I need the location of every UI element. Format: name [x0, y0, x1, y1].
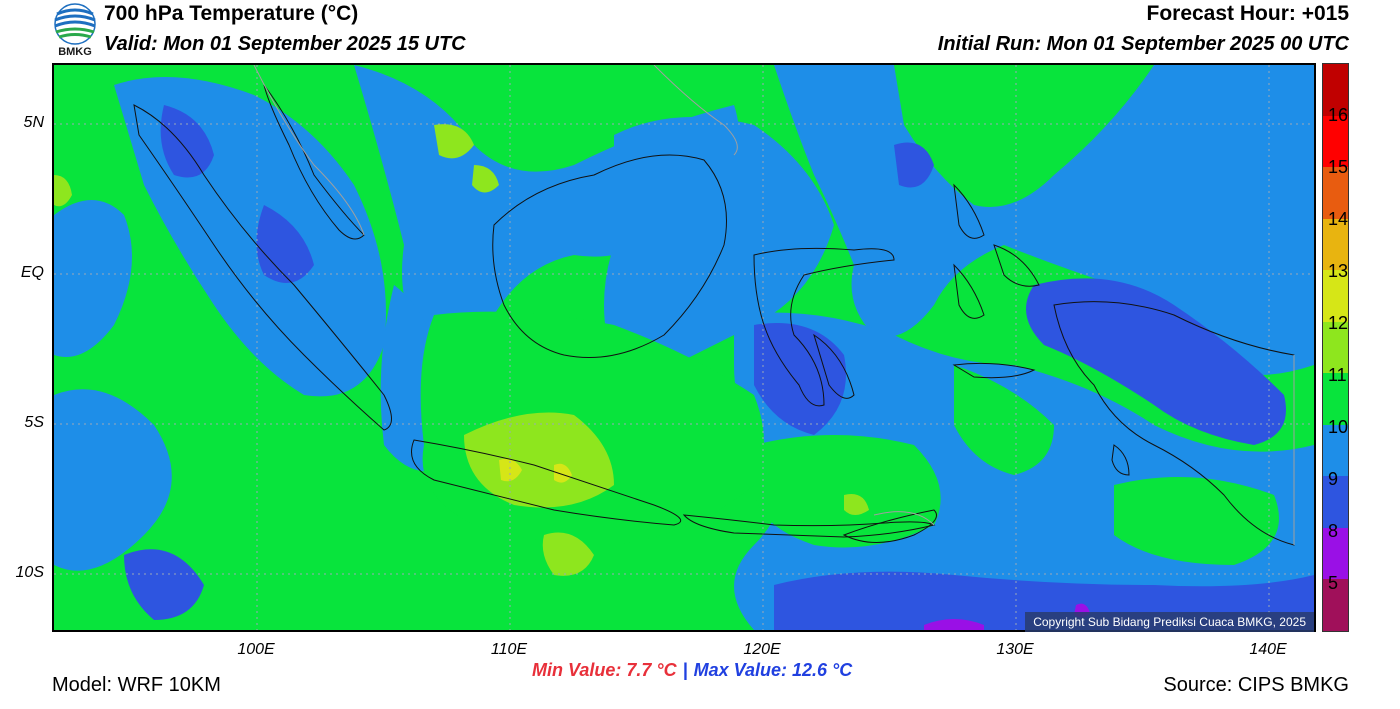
initial-run: Initial Run: Mon 01 September 2025 00 UT… — [937, 33, 1349, 55]
colorbar-label-11: 11 — [1328, 365, 1347, 385]
colorbar-segment — [1323, 579, 1348, 631]
lon-label-120e: 120E — [743, 641, 781, 658]
colorbar-segment — [1323, 115, 1348, 168]
colorbar-label-10: 10 — [1328, 417, 1349, 437]
colorbar-label-13: 13 — [1328, 261, 1349, 281]
copyright-notice: Copyright Sub Bidang Prediksi Cuaca BMKG… — [1025, 612, 1314, 632]
lat-label-10s: 10S — [15, 564, 44, 581]
map-canvas — [54, 65, 1314, 630]
colorbar-segment — [1323, 64, 1348, 116]
colorbar-label-15: 15 — [1328, 157, 1349, 177]
lat-label-5s: 5S — [24, 414, 44, 431]
colorbar-segment — [1323, 527, 1348, 580]
valid-time: Valid: Mon 01 September 2025 15 UTC — [104, 33, 466, 55]
chart-title: 700 hPa Temperature (°C) — [104, 2, 359, 25]
colorbar-segment — [1323, 424, 1348, 477]
model-label: Model: WRF 10KM — [52, 674, 221, 696]
colorbar-label-14: 14 — [1328, 209, 1349, 229]
colorbar-segment — [1323, 270, 1348, 322]
lon-label-130e: 130E — [996, 641, 1034, 658]
temp-11-12-region — [54, 124, 869, 576]
temp-12-13-region — [499, 458, 572, 483]
map-gridlines — [54, 65, 1314, 630]
colorbar-segment — [1323, 476, 1348, 528]
min-max-separator: | — [682, 660, 688, 680]
lon-label-140e: 140E — [1249, 641, 1287, 658]
coastlines — [133, 84, 1295, 546]
lon-label-100e: 100E — [237, 641, 275, 658]
colorbar-label-8: 8 — [1328, 521, 1339, 541]
colorbar-label-9: 9 — [1328, 469, 1339, 489]
min-max-values: Min Value: 7.7 °C | Max Value: 12.6 °C — [532, 660, 852, 681]
bmkg-logo: BMKG — [52, 2, 98, 60]
colorbar-segment — [1323, 218, 1348, 271]
min-value: Min Value: 7.7 °C — [532, 660, 677, 680]
forecast-hour: Forecast Hour: +015 — [1146, 2, 1350, 25]
source-label: Source: CIPS BMKG — [1163, 674, 1349, 696]
lat-label-5n: 5N — [23, 114, 44, 131]
logo-text: BMKG — [58, 46, 92, 58]
max-value: Max Value: 12.6 °C — [693, 660, 853, 680]
country-borders — [253, 65, 1295, 545]
colorbar-segment — [1323, 373, 1348, 425]
colorbar-label-16: 16 — [1328, 105, 1349, 125]
colorbar-label-12: 12 — [1328, 313, 1349, 333]
lon-label-110e: 110E — [490, 641, 528, 658]
colorbar — [1322, 63, 1349, 632]
colorbar-label-5: 5 — [1328, 573, 1339, 593]
colorbar-segment — [1323, 167, 1348, 219]
temperature-map — [52, 63, 1316, 632]
bmkg-logo-icon — [54, 3, 96, 45]
colorbar-segment — [1323, 321, 1348, 374]
lat-label-eq: EQ — [20, 264, 44, 281]
